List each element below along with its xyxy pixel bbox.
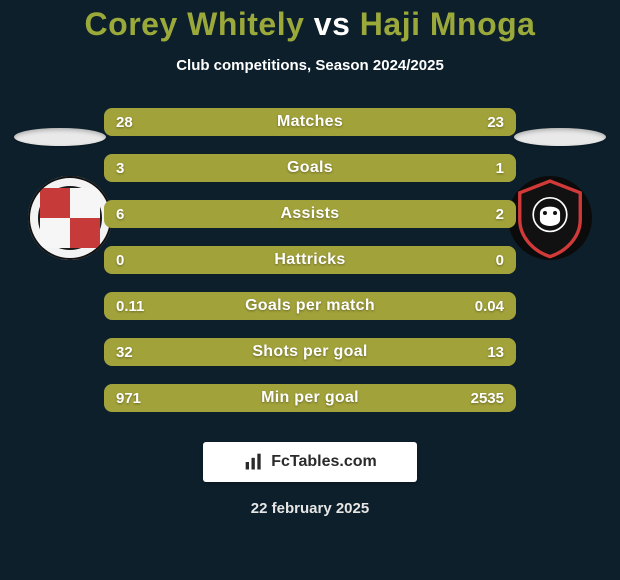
stat-value-right: 0.04 [475, 292, 504, 320]
player1-silhouette-placeholder [14, 128, 106, 146]
stat-row: 28Matches23 [104, 108, 516, 136]
crest-quadrant [40, 188, 70, 218]
stat-value-right: 0 [496, 246, 504, 274]
player2-club-badge [508, 176, 592, 260]
bromley-fc-crest [28, 176, 112, 260]
stat-label: Assists [104, 205, 516, 223]
stat-value-right: 23 [487, 108, 504, 136]
site-name: FcTables.com [271, 453, 377, 471]
stat-row: 32Shots per goal13 [104, 338, 516, 366]
salford-city-crest [508, 176, 592, 260]
stat-label: Min per goal [104, 389, 516, 407]
stat-value-right: 2 [496, 200, 504, 228]
stat-label: Goals per match [104, 297, 516, 315]
stats-list: 28Matches23 3Goals1 6Assists2 0Hattricks0 0.… [104, 108, 516, 412]
player2-silhouette-placeholder [514, 128, 606, 146]
chart-icon [243, 452, 265, 472]
stat-value-right: 2535 [471, 384, 504, 412]
stat-label: Goals [104, 159, 516, 177]
crest-quadrant [40, 218, 70, 248]
subtitle: Club competitions, Season 2024/2025 [176, 57, 444, 74]
footer-date: 22 february 2025 [251, 500, 369, 517]
stat-row: 3Goals1 [104, 154, 516, 182]
stat-label: Shots per goal [104, 343, 516, 361]
stat-row: 6Assists2 [104, 200, 516, 228]
stat-row: 0Hattricks0 [104, 246, 516, 274]
stat-value-right: 1 [496, 154, 504, 182]
site-logo: FcTables.com [203, 442, 417, 482]
stat-value-right: 13 [487, 338, 504, 366]
comparison-infographic: Corey Whitely vs Haji Mnoga Club competi… [0, 0, 620, 580]
stat-row: 0.11Goals per match0.04 [104, 292, 516, 320]
player1-club-badge [28, 176, 112, 260]
player1-name: Corey Whitely [85, 6, 305, 42]
player2-name: Haji Mnoga [360, 6, 536, 42]
shield-icon [508, 176, 592, 260]
page-title: Corey Whitely vs Haji Mnoga [85, 6, 536, 43]
title-vs: vs [314, 6, 351, 42]
stat-row: 971Min per goal2535 [104, 384, 516, 412]
crest-quadrant [70, 188, 100, 218]
stat-label: Hattricks [104, 251, 516, 269]
crest-quadrant [70, 218, 100, 248]
stat-label: Matches [104, 113, 516, 131]
